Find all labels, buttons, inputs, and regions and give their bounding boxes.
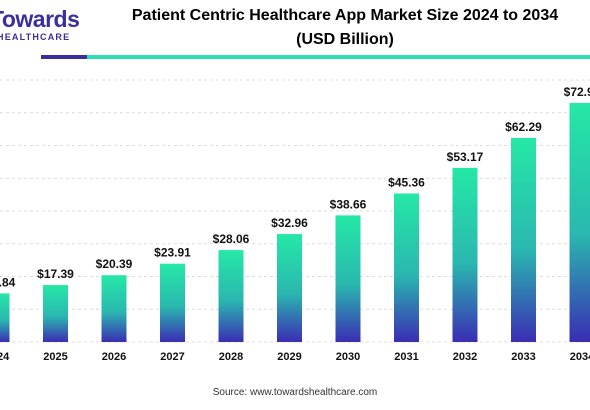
bar-2032 — [452, 167, 478, 342]
bar-2027 — [160, 263, 185, 342]
data-label-2024: $14.84 — [0, 275, 16, 289]
x-tick-2034: 2034 — [570, 351, 590, 363]
bar-2025 — [43, 285, 68, 342]
bars — [0, 102, 590, 342]
x-tick-2032: 2032 — [453, 351, 477, 363]
data-label-2025: $17.39 — [37, 267, 74, 281]
data-label-2032: $53.17 — [447, 150, 484, 164]
logo-wordmark: Towards — [0, 6, 80, 32]
source-note: Source: www.towardshealthcare.com — [212, 387, 378, 398]
bar-2031 — [394, 193, 419, 342]
bar-2026 — [101, 275, 127, 342]
x-tick-2031: 2031 — [394, 351, 418, 363]
chart-title-line-1: Patient Centric Healthcare App Market Si… — [131, 7, 559, 24]
header-divider — [87, 55, 590, 59]
chart-title-line-2: (USD Billion) — [296, 31, 394, 48]
logo-underline — [41, 55, 87, 59]
bar-2024 — [0, 293, 10, 342]
data-label-2027: $23.91 — [154, 246, 191, 260]
data-label-2026: $20.39 — [96, 257, 133, 271]
x-axis-ticks: 2024 2025 2026 2027 2028 2029 2030 2031 2032 2033… — [0, 351, 590, 363]
x-tick-2024: 2024 — [0, 351, 10, 363]
x-tick-2027: 2027 — [160, 351, 184, 363]
logo-subtitle: HEALTHCARE — [0, 32, 71, 42]
data-labels: $14.84 $17.39 $20.39 $23.91 $28.06 $32.96 $38.… — [0, 85, 590, 289]
x-tick-2033: 2033 — [511, 351, 535, 363]
data-label-2028: $28.06 — [213, 232, 250, 246]
x-tick-2028: 2028 — [219, 351, 243, 363]
data-label-2030: $38.66 — [330, 197, 367, 211]
data-label-2031: $45.36 — [388, 175, 425, 189]
bar-2028 — [218, 250, 244, 342]
data-label-2033: $62.29 — [505, 120, 542, 134]
bar-2034 — [569, 102, 590, 342]
x-tick-2026: 2026 — [102, 351, 126, 363]
chart-title: Patient Centric Healthcare App Market Si… — [95, 4, 590, 52]
x-tick-2025: 2025 — [43, 351, 67, 363]
bar-2033 — [511, 138, 536, 342]
data-label-2029: $32.96 — [271, 216, 308, 230]
bar-2030 — [335, 215, 361, 342]
data-label-2034: $72.99 — [564, 85, 590, 99]
brand-logo: Towards HEALTHCARE — [0, 2, 80, 52]
x-tick-2029: 2029 — [277, 351, 301, 363]
bar-2029 — [277, 234, 302, 342]
x-tick-2030: 2030 — [336, 351, 360, 363]
bar-chart: $14.84 $17.39 $20.39 $23.91 $28.06 $32.96 $38.… — [0, 79, 590, 363]
